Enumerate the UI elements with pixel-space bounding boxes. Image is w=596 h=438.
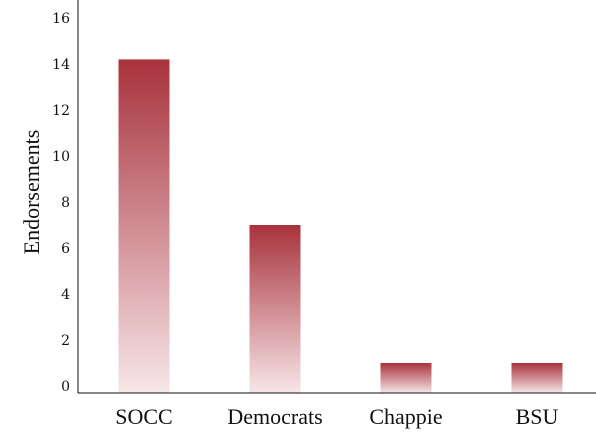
bar-socc xyxy=(118,59,170,394)
y-tick-label: 2 xyxy=(61,333,70,349)
bar-democrats xyxy=(249,225,301,393)
y-axis-title: Endorsements xyxy=(19,130,44,255)
y-tick-label: 4 xyxy=(61,287,70,303)
y-tick-label: 6 xyxy=(61,241,70,257)
bar-bsu xyxy=(511,363,563,393)
y-tick-label: 0 xyxy=(61,379,70,395)
y-tick-label: 10 xyxy=(52,149,70,165)
y-tick-label: 16 xyxy=(52,11,70,27)
x-tick-label-democrats: Democrats xyxy=(227,404,322,429)
bars xyxy=(118,59,563,394)
x-tick-label-socc: SOCC xyxy=(115,404,172,429)
x-tick-label-bsu: BSU xyxy=(516,404,559,429)
x-tick-label-chappie: Chappie xyxy=(369,404,442,429)
y-tick-label: 8 xyxy=(61,195,70,211)
y-tick-label: 12 xyxy=(52,103,70,119)
bar-chappie xyxy=(380,363,432,393)
y-axis-ticks: 0 2 4 6 8 10 12 14 16 xyxy=(52,11,70,395)
y-tick-label: 14 xyxy=(52,57,70,73)
x-axis-labels: SOCC Democrats Chappie BSU xyxy=(115,404,558,429)
